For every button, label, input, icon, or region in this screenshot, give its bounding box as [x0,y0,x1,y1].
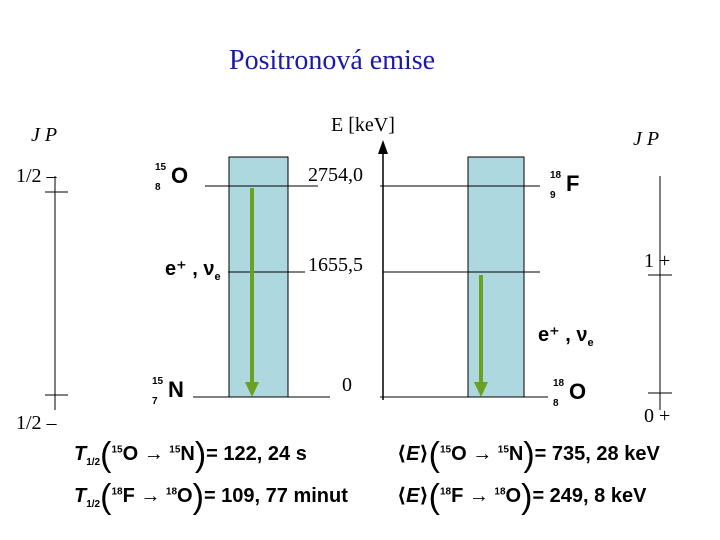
left-jp-label: J P [31,124,58,146]
left-decay-box [228,156,289,398]
nuclide-o15: 15 8 O [155,162,189,193]
emission-left: e⁺ , νe [165,258,221,283]
right-bottom-spin: 0 + [644,405,671,427]
energy-axis-label: E [keV] [331,114,395,136]
left-decay-arrowhead [245,382,259,397]
right-decay-arrowhead [474,382,488,397]
nuclide-f18: 18 9 F [550,170,580,201]
halflife-o15-formula: T1/2(15O → 15N)= 122, 24 s [74,436,307,474]
energy-axis-arrowhead [378,140,388,154]
energy-level-2: 1655,5 [308,254,363,276]
energy-level-1: 2754,0 [308,164,363,186]
mean-energy-o15-formula: ⟨E⟩(15O → 15N)= 735, 28 keV [397,436,660,474]
mean-energy-f18-formula: ⟨E⟩(18F → 18O)= 249, 8 keV [397,478,647,516]
left-bottom-spin: 1/2 – [16,412,57,434]
nuclide-o18: 18 8 O [553,378,587,409]
emission-right: e⁺ , νe [538,324,594,349]
halflife-f18-formula: T1/2(18F → 18O)= 109, 77 minut [74,478,348,516]
nuclide-n15: 15 7 N [152,376,184,407]
right-decay-box [467,156,525,398]
page-title: Positronová emise [229,45,436,76]
right-jp-label: J P [633,128,660,150]
left-top-spin: 1/2 – [16,165,57,187]
energy-level-3: 0 [342,374,352,396]
right-mid-spin: 1 + [644,250,671,272]
